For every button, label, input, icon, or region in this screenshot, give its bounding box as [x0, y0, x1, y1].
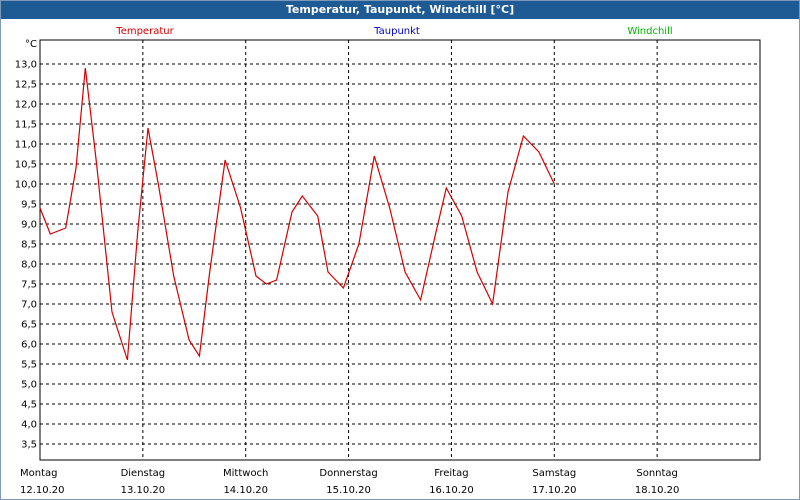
y-tick-label: 11,5 — [15, 120, 37, 131]
y-tick-label: 10,0 — [15, 180, 37, 191]
x-tick-weekday: Montag — [20, 468, 57, 479]
y-tick-label: 5,5 — [21, 360, 37, 371]
y-tick-label: 13,0 — [15, 60, 37, 71]
grid — [39, 39, 761, 461]
x-tick-weekday: Sonntag — [636, 468, 678, 479]
series-lines — [39, 67, 555, 361]
x-tick-date: 13.10.20 — [121, 485, 166, 496]
x-tick-date: 14.10.20 — [223, 485, 268, 496]
series-line-temperatur — [39, 67, 555, 361]
y-tick-label: 12,0 — [15, 100, 37, 111]
y-tick-label: 5,0 — [21, 380, 37, 391]
x-tick-date: 15.10.20 — [326, 485, 371, 496]
x-tick-weekday: Freitag — [434, 468, 468, 479]
x-tick-weekday: Donnerstag — [319, 468, 377, 479]
legend-windchill: Windchill — [627, 26, 672, 37]
x-tick-weekday: Dienstag — [121, 468, 166, 479]
y-tick-label: 11,0 — [15, 140, 37, 151]
y-axis-unit: °C — [25, 39, 37, 50]
x-tick-date: 18.10.20 — [635, 485, 680, 496]
y-axis-ticks: 3,5 4,0 4,5 5,0 5,5 6,0 6,5 7,0 7,5 8,0 8,5 9,0 9,5 1… — [15, 60, 37, 451]
legend-temperatur: Temperatur — [115, 26, 174, 37]
x-axis-ticks: Montag 12.10.20 Dienstag 13.10.20 Mittwoch 14… — [20, 468, 679, 496]
plot-border — [39, 39, 761, 461]
y-tick-label: 8,5 — [21, 240, 37, 251]
y-tick-label: 4,0 — [21, 420, 37, 431]
y-tick-label: 7,5 — [21, 280, 37, 291]
y-tick-label: 6,0 — [21, 340, 37, 351]
y-tick-label: 10,5 — [15, 160, 37, 171]
x-tick-date: 12.10.20 — [20, 485, 65, 496]
y-tick-label: 9,5 — [21, 200, 37, 211]
legend-taupunkt: Taupunkt — [373, 26, 420, 37]
chart-title: Temperatur, Taupunkt, Windchill [°C] — [1, 1, 799, 19]
x-tick-weekday: Samstag — [532, 468, 576, 479]
y-tick-label: 8,0 — [21, 260, 37, 271]
y-tick-label: 7,0 — [21, 300, 37, 311]
x-tick-date: 17.10.20 — [532, 485, 577, 496]
y-tick-label: 12,5 — [15, 80, 37, 91]
y-tick-label: 4,5 — [21, 400, 37, 411]
y-tick-label: 9,0 — [21, 220, 37, 231]
y-tick-label: 6,5 — [21, 320, 37, 331]
x-tick-weekday: Mittwoch — [223, 468, 268, 479]
x-tick-date: 16.10.20 — [429, 485, 474, 496]
y-tick-label: 3,5 — [21, 440, 37, 451]
